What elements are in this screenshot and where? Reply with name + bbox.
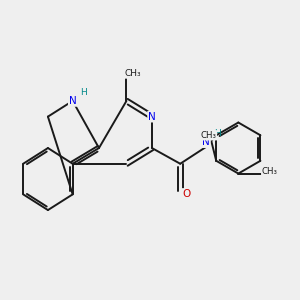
Text: CH₃: CH₃ <box>262 167 278 176</box>
Text: H: H <box>80 88 87 97</box>
Text: O: O <box>182 189 190 199</box>
Text: CH₃: CH₃ <box>124 69 141 78</box>
Text: CH₃: CH₃ <box>200 131 216 140</box>
Text: H: H <box>214 129 221 138</box>
Text: N: N <box>202 137 210 147</box>
Text: N: N <box>69 96 76 106</box>
Text: N: N <box>148 112 156 122</box>
